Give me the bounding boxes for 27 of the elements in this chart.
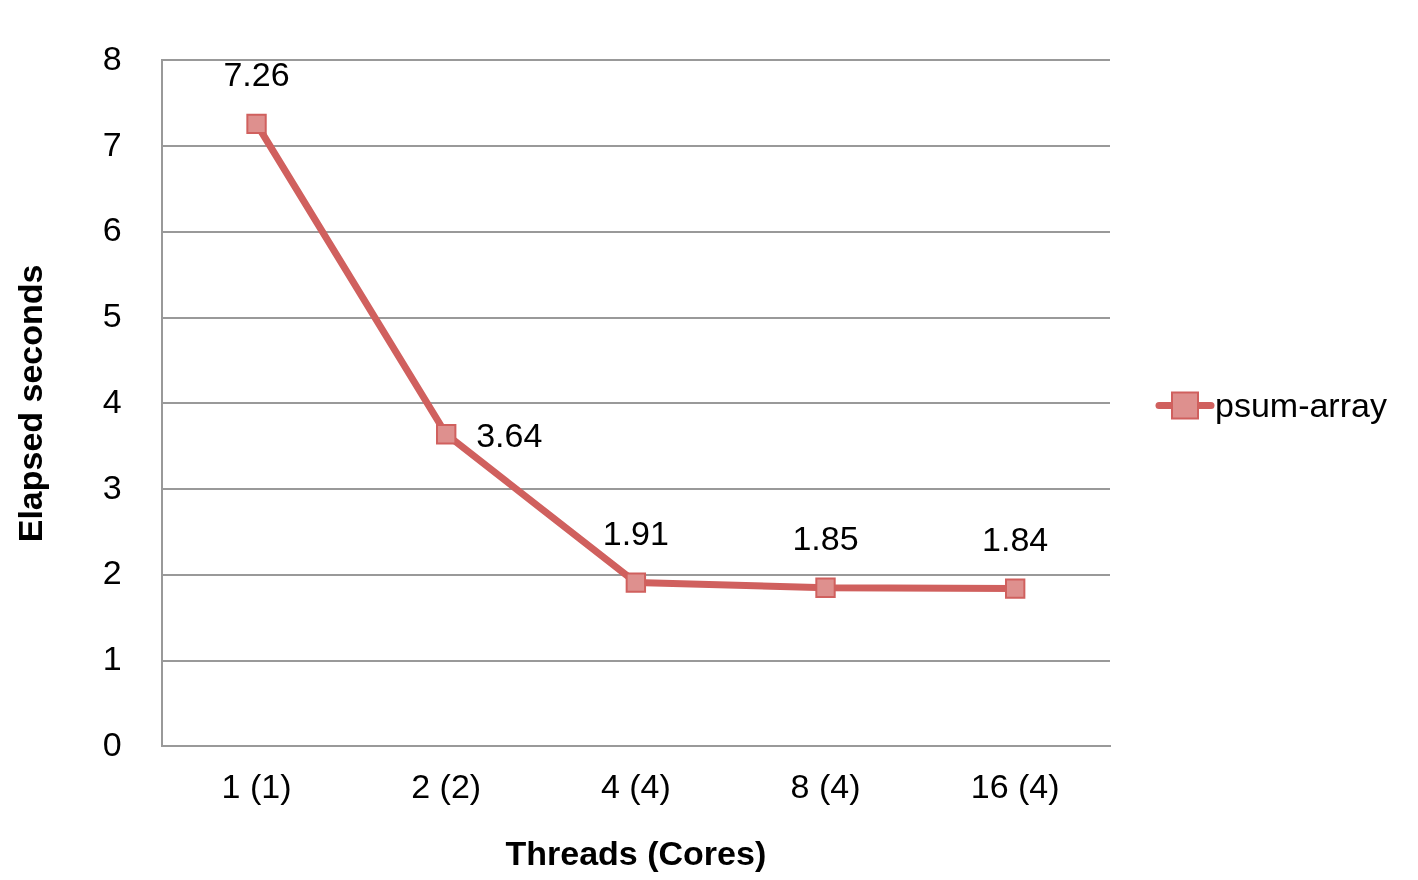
y-tick-label: 0: [102, 724, 122, 763]
point: [246, 113, 267, 135]
y-tick-label: 8: [102, 38, 122, 77]
y-tick-label: 2: [102, 553, 122, 592]
data-label: 7.26: [223, 55, 290, 94]
y-tick-label: 4: [102, 381, 122, 420]
y-tick-label: 7: [102, 124, 122, 163]
x-tick-label: 4 (4): [600, 767, 671, 806]
x-tick-label: 2 (2): [411, 767, 482, 806]
legend-label: psum-array: [1215, 385, 1387, 424]
y-tick-label: 5: [102, 296, 122, 335]
point: [625, 572, 647, 593]
point: [436, 424, 457, 445]
point: [1004, 578, 1026, 599]
y-axis-title: Elapsed seconds: [10, 264, 49, 543]
data-label: 1.91: [602, 513, 669, 552]
y-tick-label: 6: [102, 210, 122, 249]
point: [815, 577, 836, 598]
x-tick-label: 8 (4): [790, 767, 861, 806]
x-tick-label: 16 (4): [970, 767, 1060, 806]
data-label: 1.84: [982, 519, 1049, 558]
y-tick-label: 3: [102, 467, 122, 506]
data-label: 1.85: [792, 519, 859, 558]
y-tick-label: 1: [102, 639, 122, 678]
x-axis-title: Threads (Cores): [505, 833, 767, 872]
data-label: 3.64: [476, 415, 543, 454]
x-tick-label: 1 (1): [221, 767, 292, 806]
